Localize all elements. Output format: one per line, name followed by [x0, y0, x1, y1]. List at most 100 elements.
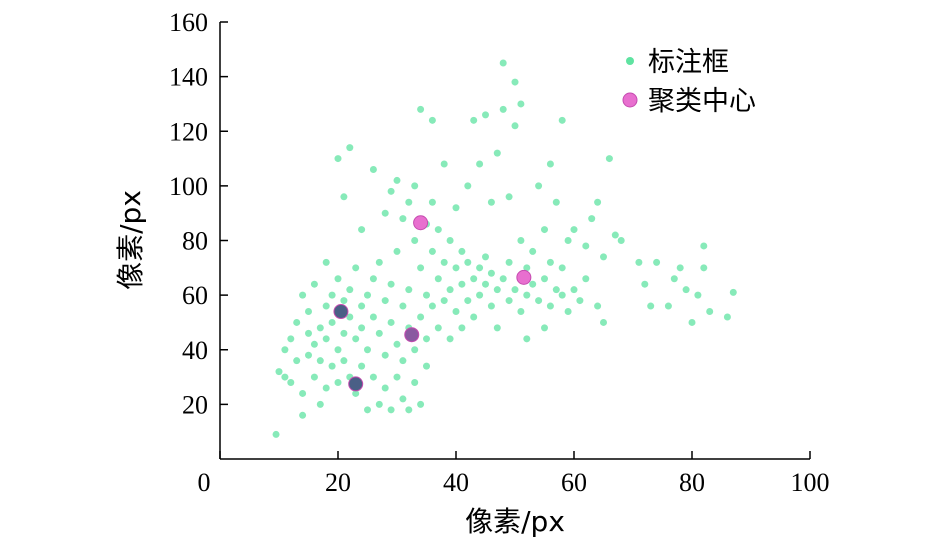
- cluster-center-point: [404, 327, 420, 343]
- annotation-point: [393, 176, 401, 184]
- annotation-point: [334, 379, 342, 387]
- annotation-point: [381, 351, 389, 359]
- annotation-point: [381, 384, 389, 392]
- annotation-point: [523, 264, 531, 272]
- annotation-point: [676, 264, 684, 272]
- annotation-point: [423, 362, 430, 370]
- annotation-point: [552, 198, 560, 206]
- annotation-point: [476, 291, 484, 299]
- annotation-point: [375, 258, 383, 266]
- annotation-point: [535, 297, 543, 305]
- annotation-point: [694, 291, 702, 299]
- annotation-point: [405, 198, 413, 206]
- annotation-point: [428, 247, 436, 255]
- annotation-point: [434, 324, 442, 332]
- annotation-point: [281, 373, 289, 381]
- annotation-point: [470, 116, 478, 124]
- annotation-point: [305, 308, 312, 316]
- annotation-point: [328, 362, 336, 370]
- annotation-point: [653, 258, 661, 266]
- annotation-point: [499, 105, 507, 113]
- annotation-point: [411, 182, 419, 190]
- x-tick-label: 80: [679, 468, 705, 497]
- annotation-point: [369, 313, 377, 321]
- annotation-point: [411, 237, 419, 244]
- annotation-point: [381, 297, 389, 305]
- annotation-point: [399, 357, 407, 365]
- annotation-point: [399, 302, 407, 310]
- legend: 标注框 聚类中心: [622, 47, 756, 117]
- annotation-point: [558, 264, 566, 272]
- annotation-point: [517, 100, 525, 108]
- annotation-point: [369, 373, 377, 381]
- x-axis-label: 像素/px: [465, 505, 565, 538]
- annotation-point: [600, 318, 607, 326]
- annotation-point: [387, 318, 395, 326]
- annotation-point: [405, 406, 413, 414]
- annotation-point: [464, 258, 472, 266]
- annotation-point: [505, 258, 513, 266]
- annotation-point: [322, 258, 330, 266]
- annotation-point: [600, 253, 607, 261]
- annotation-point: [358, 324, 366, 332]
- points-layer: [272, 59, 737, 438]
- annotation-point: [293, 318, 301, 326]
- x-tick-label: 60: [561, 468, 587, 497]
- annotation-point: [364, 291, 371, 299]
- annotation-point: [340, 193, 348, 201]
- annotation-point: [564, 308, 572, 316]
- annotation-point: [511, 122, 519, 130]
- annotation-point: [487, 198, 495, 206]
- annotation-point: [635, 258, 643, 266]
- annotation-point: [541, 324, 548, 332]
- cluster-center-point: [413, 215, 429, 231]
- annotation-point: [582, 242, 590, 250]
- annotation-point: [670, 275, 678, 283]
- annotation-point: [570, 226, 578, 234]
- annotation-point: [641, 280, 649, 288]
- annotation-point: [729, 288, 737, 296]
- annotation-point: [511, 286, 519, 294]
- annotation-point: [546, 258, 554, 266]
- annotation-point: [605, 155, 613, 163]
- annotation-point: [293, 357, 301, 365]
- annotation-point: [529, 280, 537, 288]
- annotation-point: [411, 346, 419, 354]
- annotation-point: [452, 264, 460, 272]
- annotation-point: [517, 308, 525, 316]
- annotation-point: [358, 302, 366, 310]
- annotation-point: [499, 59, 507, 67]
- annotation-point: [322, 302, 330, 310]
- annotation-point: [299, 389, 307, 397]
- y-tick-label: 100: [169, 172, 208, 201]
- annotation-point: [487, 269, 495, 277]
- annotation-point: [375, 329, 383, 337]
- annotation-point: [299, 291, 307, 299]
- annotation-point: [417, 400, 425, 408]
- annotation-point: [417, 313, 425, 321]
- annotation-point: [428, 302, 436, 310]
- annotation-point: [523, 335, 531, 343]
- legend-label-cluster-center: 聚类中心: [648, 86, 756, 117]
- annotation-point: [287, 335, 295, 343]
- annotation-point: [582, 275, 590, 283]
- annotation-point: [505, 297, 513, 305]
- y-tick-label: 20: [182, 390, 208, 419]
- x-tick-label: 40: [443, 468, 469, 497]
- annotation-point: [523, 291, 531, 299]
- annotation-point: [482, 253, 489, 261]
- annotation-point: [482, 280, 489, 288]
- annotation-point: [310, 373, 318, 381]
- annotation-point: [458, 324, 466, 332]
- annotation-point: [446, 237, 454, 244]
- annotation-point: [664, 302, 672, 310]
- y-tick-label: 120: [169, 117, 208, 146]
- annotation-point: [452, 204, 460, 212]
- annotation-point: [299, 411, 307, 419]
- annotation-point: [688, 318, 696, 326]
- annotation-point: [541, 226, 548, 234]
- annotation-point: [322, 335, 330, 343]
- annotation-point: [352, 389, 360, 397]
- cluster-center-point: [516, 269, 532, 285]
